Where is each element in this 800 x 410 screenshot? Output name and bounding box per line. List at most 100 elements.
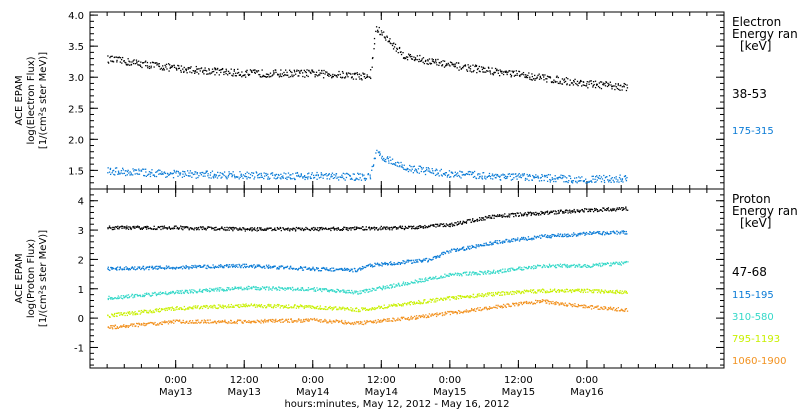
data-point: [449, 250, 451, 252]
data-point: [144, 294, 146, 297]
data-point: [366, 76, 368, 78]
data-point: [356, 178, 359, 180]
data-point: [593, 231, 595, 233]
data-point: [120, 172, 122, 174]
data-point: [238, 228, 240, 230]
data-point: [200, 174, 203, 176]
data-point: [541, 74, 544, 76]
data-point: [420, 301, 422, 304]
data-point: [485, 242, 487, 244]
data-point: [175, 225, 177, 227]
data-point: [461, 247, 463, 250]
data-point: [301, 269, 304, 271]
data-point: [550, 210, 552, 212]
data-point: [351, 178, 353, 180]
data-point: [578, 263, 580, 266]
data-point: [107, 298, 110, 301]
data-point: [170, 227, 172, 230]
data-point: [369, 288, 371, 291]
data-point: [406, 259, 408, 261]
data-point: [494, 177, 496, 179]
data-point: [262, 229, 265, 231]
data-point: [369, 174, 371, 176]
data-point: [570, 210, 572, 212]
data-point: [116, 167, 118, 169]
data-point: [328, 289, 331, 292]
data-point: [177, 64, 179, 67]
data-point: [405, 57, 407, 59]
data-point: [526, 290, 529, 292]
data-point: [484, 177, 486, 179]
data-point: [194, 264, 196, 267]
data-point: [275, 178, 277, 180]
data-point: [245, 263, 248, 266]
data-point: [508, 213, 510, 215]
data-point: [556, 264, 559, 266]
data-point: [338, 179, 340, 181]
data-point: [562, 212, 564, 214]
data-point: [433, 62, 436, 64]
data-point: [498, 214, 501, 216]
data-point: [388, 304, 390, 306]
data-point: [300, 69, 303, 72]
data-point: [153, 227, 155, 230]
data-point: [586, 83, 588, 85]
data-point: [563, 291, 565, 293]
data-point: [448, 176, 451, 178]
data-point: [538, 289, 541, 291]
data-point: [376, 31, 379, 33]
data-point: [116, 59, 118, 62]
data-point: [393, 283, 395, 285]
data-point: [375, 263, 377, 266]
data-point: [158, 307, 161, 310]
data-point: [110, 296, 112, 299]
data-point: [336, 288, 338, 291]
data-point: [572, 211, 574, 213]
data-point: [375, 227, 377, 229]
data-point: [170, 291, 172, 293]
data-point: [218, 287, 221, 289]
data-point: [260, 172, 262, 175]
data-point: [515, 175, 517, 178]
data-point: [580, 288, 583, 291]
data-point: [332, 73, 334, 76]
data-point: [405, 169, 407, 171]
data-point: [388, 160, 390, 162]
data-point: [607, 262, 610, 265]
data-point: [576, 83, 578, 86]
data-point: [612, 209, 614, 211]
data-point: [151, 172, 153, 174]
data-point: [508, 293, 510, 295]
data-point: [457, 273, 460, 275]
data-point: [360, 269, 362, 271]
data-point: [405, 56, 408, 58]
data-point: [232, 226, 235, 229]
data-point: [116, 297, 118, 300]
data-point: [271, 266, 273, 269]
data-point: [477, 273, 479, 275]
data-point: [495, 271, 497, 273]
data-point: [325, 227, 327, 230]
data-point: [161, 172, 163, 175]
data-point: [302, 75, 304, 78]
data-point: [523, 174, 525, 176]
data-point: [427, 59, 429, 61]
data-point: [153, 66, 155, 68]
data-point: [382, 285, 384, 287]
data-point: [565, 77, 568, 79]
data-point: [453, 296, 455, 299]
data-point: [294, 268, 297, 270]
data-point: [336, 227, 338, 230]
data-point: [429, 63, 432, 65]
data-point: [615, 86, 618, 88]
data-point: [389, 38, 391, 40]
data-point: [604, 85, 607, 87]
data-point: [258, 265, 260, 267]
data-point: [147, 266, 149, 268]
data-point: [437, 256, 440, 258]
data-point: [146, 293, 148, 296]
data-point: [625, 206, 627, 208]
data-point: [212, 289, 214, 292]
data-point: [124, 61, 126, 64]
data-point: [491, 272, 494, 274]
